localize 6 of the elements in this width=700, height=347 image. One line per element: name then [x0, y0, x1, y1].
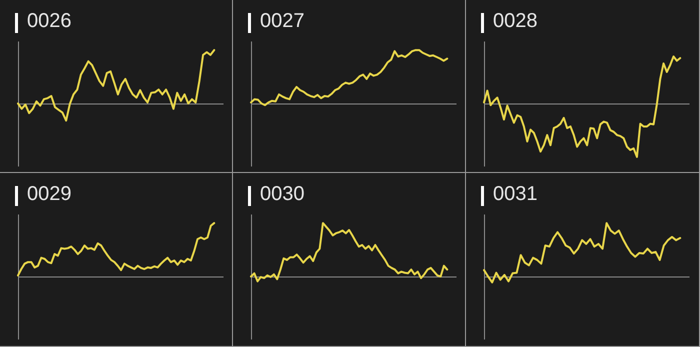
- chart-title: 0027: [260, 10, 304, 32]
- chart-title: 0028: [493, 10, 538, 32]
- chart-title: 0026: [27, 10, 72, 32]
- chart-title: 0030: [260, 183, 304, 205]
- chart-title: 0031: [493, 183, 538, 205]
- chart-title: 0029: [27, 183, 72, 205]
